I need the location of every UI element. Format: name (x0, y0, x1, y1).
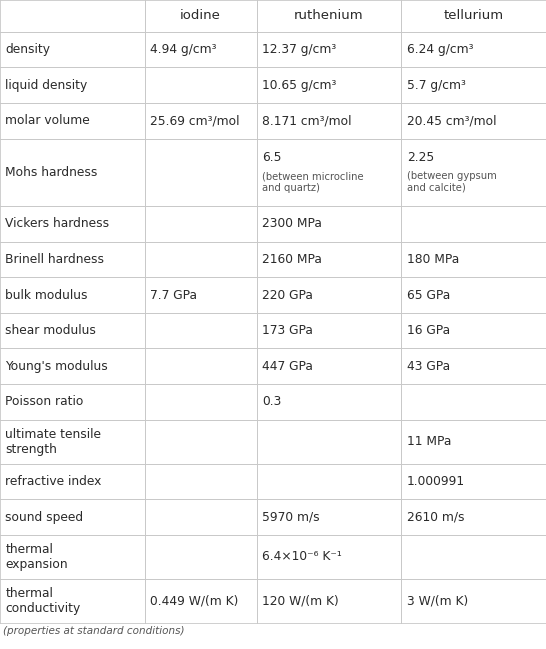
Text: Brinell hardness: Brinell hardness (5, 253, 104, 266)
Text: 447 GPa: 447 GPa (262, 360, 313, 373)
Text: bulk modulus: bulk modulus (5, 289, 88, 302)
Text: iodine: iodine (180, 10, 221, 23)
Text: (properties at standard conditions): (properties at standard conditions) (3, 626, 184, 637)
Text: 1.000991: 1.000991 (407, 475, 465, 488)
Text: refractive index: refractive index (5, 475, 102, 488)
Text: 2300 MPa: 2300 MPa (262, 217, 322, 230)
Text: liquid density: liquid density (5, 79, 88, 92)
Text: shear modulus: shear modulus (5, 324, 96, 337)
Text: density: density (5, 43, 50, 56)
Text: 3 W/(m K): 3 W/(m K) (407, 594, 468, 607)
Text: (between gypsum
and calcite): (between gypsum and calcite) (407, 171, 496, 193)
Text: 43 GPa: 43 GPa (407, 360, 450, 373)
Text: 8.171 cm³/mol: 8.171 cm³/mol (262, 114, 352, 127)
Text: Mohs hardness: Mohs hardness (5, 166, 98, 179)
Text: 6.5: 6.5 (262, 151, 282, 164)
Text: 173 GPa: 173 GPa (262, 324, 313, 337)
Text: 220 GPa: 220 GPa (262, 289, 313, 302)
Text: ultimate tensile
strength: ultimate tensile strength (5, 428, 102, 456)
Text: tellurium: tellurium (443, 10, 504, 23)
Text: thermal
expansion: thermal expansion (5, 543, 68, 571)
Text: 11 MPa: 11 MPa (407, 435, 451, 448)
Text: 12.37 g/cm³: 12.37 g/cm³ (262, 43, 336, 56)
Text: 5970 m/s: 5970 m/s (262, 511, 320, 524)
Text: 5.7 g/cm³: 5.7 g/cm³ (407, 79, 466, 92)
Text: 4.94 g/cm³: 4.94 g/cm³ (150, 43, 217, 56)
Text: molar volume: molar volume (5, 114, 90, 127)
Text: 16 GPa: 16 GPa (407, 324, 450, 337)
Text: 2610 m/s: 2610 m/s (407, 511, 464, 524)
Text: 6.4×10⁻⁶ K⁻¹: 6.4×10⁻⁶ K⁻¹ (262, 550, 342, 563)
Text: 7.7 GPa: 7.7 GPa (150, 289, 197, 302)
Text: 0.449 W/(m K): 0.449 W/(m K) (150, 594, 239, 607)
Text: (between microcline
and quartz): (between microcline and quartz) (262, 171, 364, 193)
Text: ruthenium: ruthenium (294, 10, 364, 23)
Text: 10.65 g/cm³: 10.65 g/cm³ (262, 79, 336, 92)
Text: 6.24 g/cm³: 6.24 g/cm³ (407, 43, 473, 56)
Text: 120 W/(m K): 120 W/(m K) (262, 594, 339, 607)
Text: sound speed: sound speed (5, 511, 84, 524)
Text: 25.69 cm³/mol: 25.69 cm³/mol (150, 114, 240, 127)
Text: 2160 MPa: 2160 MPa (262, 253, 322, 266)
Text: 2.25: 2.25 (407, 151, 434, 164)
Text: 0.3: 0.3 (262, 395, 281, 408)
Text: Vickers hardness: Vickers hardness (5, 217, 110, 230)
Text: Young's modulus: Young's modulus (5, 360, 108, 373)
Text: 20.45 cm³/mol: 20.45 cm³/mol (407, 114, 496, 127)
Text: thermal
conductivity: thermal conductivity (5, 587, 81, 615)
Text: Poisson ratio: Poisson ratio (5, 395, 84, 408)
Text: 65 GPa: 65 GPa (407, 289, 450, 302)
Text: 180 MPa: 180 MPa (407, 253, 459, 266)
